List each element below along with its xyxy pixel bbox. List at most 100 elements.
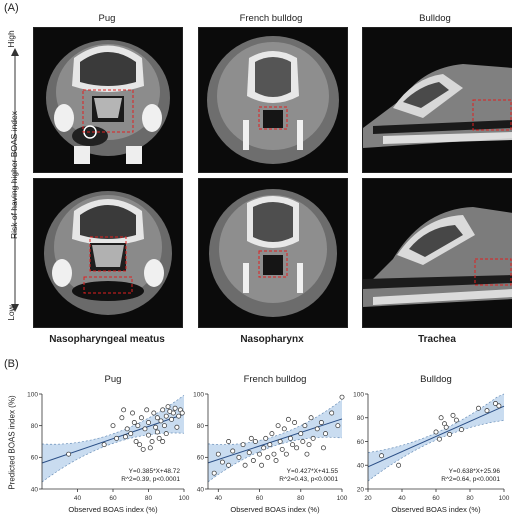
data-point	[124, 426, 130, 432]
y-tick-label: 100	[193, 391, 204, 398]
x-axis-label: Observed BOAS index (%)	[391, 505, 481, 514]
panel-a-label: (A)	[4, 2, 19, 14]
data-point	[131, 420, 137, 425]
regression-line	[367, 405, 505, 468]
data-point	[140, 446, 146, 452]
data-point	[267, 442, 273, 448]
row-label-trachea: Trachea	[418, 334, 456, 345]
data-point	[493, 401, 498, 406]
data-point	[484, 408, 490, 414]
data-point	[283, 451, 289, 457]
ct-image-bulldog-high	[362, 27, 512, 173]
data-point	[215, 451, 221, 457]
data-point	[226, 462, 232, 468]
data-point	[151, 410, 157, 416]
data-point	[396, 462, 402, 468]
data-point	[252, 439, 258, 444]
data-point	[281, 426, 287, 432]
data-point	[236, 454, 242, 460]
data-point	[294, 445, 300, 451]
data-point	[163, 431, 169, 437]
x-tick-label: 40	[74, 495, 82, 502]
confidence-band	[368, 394, 504, 482]
chart-bulldog-svg: Bulldog 20 40 60 80 100 20 40 60 80 100 Y=0.638*X+2…	[353, 374, 510, 514]
data-point	[314, 426, 320, 432]
data-point	[379, 453, 385, 459]
data-point	[160, 439, 166, 444]
data-point	[277, 439, 283, 444]
chart-title: Pug	[105, 374, 122, 385]
row-label-nasopharynx: Nasopharynx	[240, 334, 304, 345]
data-point	[496, 403, 502, 409]
data-point	[144, 407, 150, 413]
y-tick-label: 80	[197, 423, 205, 430]
x-tick-label: 100	[337, 495, 348, 502]
data-point	[273, 458, 279, 463]
x-tick-label: 60	[109, 495, 117, 502]
y-tick-label: 40	[357, 463, 365, 470]
axis-high-label: High	[6, 30, 16, 48]
data-point	[154, 415, 160, 421]
data-point	[176, 413, 182, 419]
data-point	[230, 448, 236, 454]
data-point	[147, 445, 153, 451]
axis-risk-label: Risk of having higher BOAS index	[9, 110, 19, 240]
data-point	[248, 435, 254, 441]
y-tick-label: 40	[31, 486, 39, 493]
data-point	[137, 442, 143, 448]
data-point	[138, 415, 144, 421]
data-point	[146, 432, 151, 438]
data-point	[219, 459, 225, 465]
data-point	[153, 424, 159, 430]
data-point	[158, 418, 164, 424]
data-point	[329, 410, 335, 416]
panel-b-ylabel: Predicted BOAS index (%)	[7, 395, 17, 490]
data-point	[163, 413, 169, 419]
panel-b-label: (B)	[4, 358, 19, 370]
data-point	[211, 470, 217, 476]
column-title-french-bulldog: French bulldog	[239, 13, 303, 24]
data-point	[179, 410, 185, 416]
data-point	[453, 417, 459, 423]
chart-title: Bulldog	[420, 374, 452, 385]
risk-axis-arrow-icon	[11, 48, 19, 312]
data-point	[285, 416, 291, 422]
regression-equation: Y=0.385*X+48.72	[129, 468, 181, 475]
data-point	[318, 420, 324, 425]
regression-equation: Y=0.638*X+25.96	[449, 468, 501, 475]
data-point	[436, 436, 442, 442]
y-tick-label: 80	[31, 423, 39, 430]
data-point	[128, 431, 134, 437]
chart-title: French bulldog	[244, 374, 307, 385]
data-point	[146, 420, 151, 425]
data-point	[122, 434, 128, 440]
data-point	[275, 423, 281, 429]
data-point	[263, 435, 269, 441]
x-tick-label: 40	[215, 495, 223, 502]
data-point	[246, 450, 252, 456]
x-tick-label: 80	[466, 495, 474, 502]
data-point	[66, 451, 72, 457]
data-point	[250, 458, 256, 463]
data-point	[114, 435, 120, 441]
data-point	[306, 442, 312, 448]
column-title-bulldog: Bulldog	[419, 13, 451, 24]
data-point	[101, 442, 107, 448]
regression-stats: R^2=0.64, p<0.0001	[441, 476, 500, 483]
regression-equation: Y=0.427*X+41.55	[287, 468, 339, 475]
data-point	[133, 439, 139, 444]
data-point	[279, 446, 285, 452]
data-point	[335, 423, 341, 429]
data-point	[162, 423, 167, 429]
confidence-band-lower	[207, 436, 343, 483]
data-point	[308, 415, 314, 421]
data-point	[172, 405, 178, 411]
regression-stats: R^2=0.39, p<0.0001	[121, 476, 180, 483]
data-point	[323, 431, 328, 437]
data-point	[119, 415, 125, 421]
data-point	[447, 431, 453, 437]
axis-low-label: Low	[6, 305, 16, 321]
x-tick-label: 20	[364, 495, 372, 502]
data-point	[257, 451, 262, 457]
data-point	[290, 442, 295, 448]
